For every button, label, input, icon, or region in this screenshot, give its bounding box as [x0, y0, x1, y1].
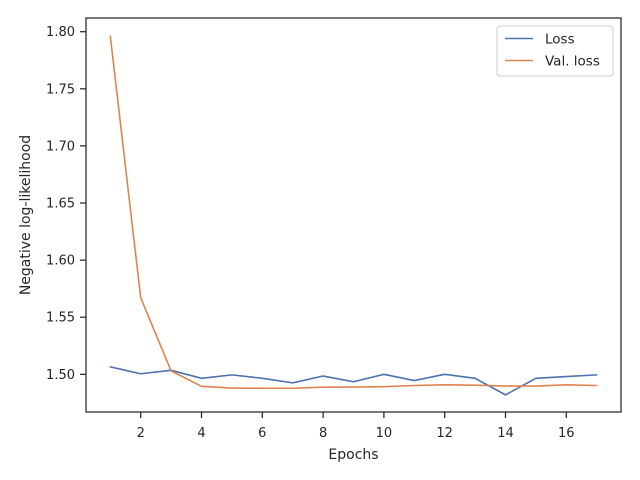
data-point-val-loss	[292, 387, 294, 389]
y-axis: 1.50 1.55 1.60 1.65 1.70 1.75 1.80	[46, 25, 86, 383]
data-point-val-loss	[383, 385, 385, 387]
data-point-val-loss	[504, 385, 506, 387]
y-tick-label: 1.80	[46, 25, 75, 40]
data-point-loss	[140, 373, 142, 375]
data-point-val-loss	[474, 384, 476, 386]
y-tick-label: 1.55	[46, 311, 75, 326]
y-tick-label: 1.60	[46, 254, 75, 269]
series-line-val-loss	[109, 35, 598, 390]
data-point-val-loss	[140, 297, 142, 299]
data-point-loss	[292, 382, 294, 384]
series-layer	[109, 35, 598, 396]
y-tick-label: 1.70	[46, 139, 75, 154]
data-point-val-loss	[352, 386, 354, 388]
data-point-val-loss	[109, 35, 111, 37]
data-point-val-loss	[413, 384, 415, 386]
x-tick-label: 6	[258, 426, 266, 441]
data-point-val-loss	[261, 387, 263, 389]
x-tick-label: 8	[319, 426, 327, 441]
data-point-val-loss	[565, 384, 567, 386]
data-point-val-loss	[170, 370, 172, 372]
series-line-loss	[109, 366, 598, 396]
data-point-val-loss	[535, 385, 537, 387]
data-point-loss	[595, 374, 597, 376]
data-point-val-loss	[231, 387, 233, 389]
x-tick-label: 12	[436, 426, 453, 441]
legend-label-val-loss: Val. loss	[545, 54, 600, 70]
data-point-loss	[565, 375, 567, 377]
data-point-loss	[261, 377, 263, 379]
data-point-loss	[474, 377, 476, 379]
y-tick-label: 1.65	[46, 197, 75, 212]
x-tick-label: 10	[376, 426, 393, 441]
x-tick-label: 16	[558, 426, 575, 441]
data-point-val-loss	[322, 386, 324, 388]
data-point-val-loss	[595, 384, 597, 386]
legend-label-loss: Loss	[545, 32, 575, 48]
data-point-loss	[352, 381, 354, 383]
data-point-loss	[200, 377, 202, 379]
data-point-loss	[443, 373, 445, 375]
x-tick-label: 4	[197, 426, 205, 441]
data-point-loss	[322, 375, 324, 377]
x-tick-label: 2	[137, 426, 145, 441]
y-axis-label: Negative log-likelihood	[18, 135, 34, 295]
data-point-loss	[504, 394, 506, 396]
data-point-loss	[383, 373, 385, 375]
data-point-val-loss	[200, 385, 202, 387]
data-point-loss	[535, 377, 537, 379]
plot-frame	[85, 17, 622, 413]
y-tick-label: 1.75	[46, 82, 75, 97]
y-tick-label: 1.50	[46, 368, 75, 383]
x-axis: 2 4 6 8 10 12 14 16	[137, 412, 575, 441]
data-point-loss	[109, 366, 111, 368]
legend: Loss Val. loss	[496, 25, 614, 77]
data-point-loss	[413, 379, 415, 381]
data-point-loss	[231, 374, 233, 376]
x-tick-label: 14	[497, 426, 514, 441]
data-point-val-loss	[443, 384, 445, 386]
x-axis-label: Epochs	[328, 447, 378, 463]
